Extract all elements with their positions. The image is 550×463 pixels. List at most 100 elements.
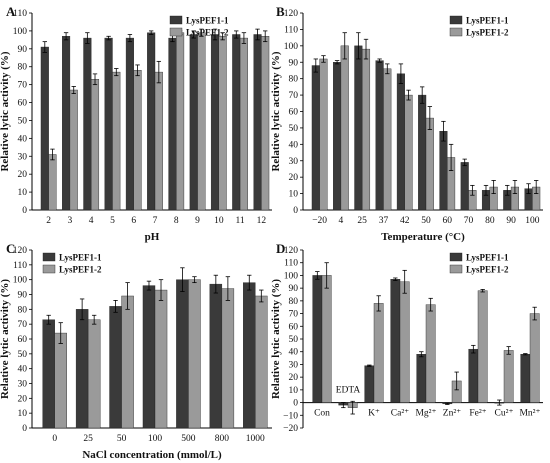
bar-A-LysPEF1-1 xyxy=(189,34,198,211)
y-tick-label: 20 xyxy=(18,170,28,180)
y-tick-label: 50 xyxy=(289,124,299,134)
x-tick-label: Mg²⁺ xyxy=(415,409,436,419)
y-tick-label: 40 xyxy=(18,365,28,375)
legend-swatch xyxy=(169,27,183,37)
x-tick-label: 800 xyxy=(215,434,230,444)
panel-letter: C xyxy=(6,241,15,256)
bar-A-LysPEF1-1 xyxy=(125,37,134,211)
x-tick-label: 4 xyxy=(89,216,94,226)
bar-D-LysPEF1-1 xyxy=(312,275,323,403)
y-tick-label: 30 xyxy=(18,380,28,390)
x-tick-label: Con xyxy=(314,409,330,419)
bar-D-LysPEF1-1 xyxy=(390,279,401,403)
y-tick-label: 60 xyxy=(289,108,299,118)
y-tick-label: 120 xyxy=(284,9,299,19)
bar-B-LysPEF1-2 xyxy=(340,45,349,211)
y-tick-label: 10 xyxy=(289,190,299,200)
y-axis-label: Relative lytic activity (%) xyxy=(270,279,282,399)
x-tick-label: 25 xyxy=(83,434,93,444)
y-tick-label: 30 xyxy=(289,360,299,370)
bar-A-LysPEF1-2 xyxy=(69,89,78,211)
bar-C-LysPEF1-2 xyxy=(121,295,134,429)
bar-A-LysPEF1-1 xyxy=(232,34,241,211)
x-tick-label: Fe²⁺ xyxy=(469,409,486,419)
bar-A-LysPEF1-1 xyxy=(40,46,49,211)
y-tick-label: 10 xyxy=(18,409,28,419)
bar-B-LysPEF1-1 xyxy=(439,130,448,211)
y-tick-label: 0 xyxy=(293,399,298,409)
y-tick-label: 40 xyxy=(18,134,28,144)
bar-D-LysPEF1-1 xyxy=(364,365,375,403)
x-tick-label: 9 xyxy=(195,216,200,226)
x-tick-label: 5 xyxy=(110,216,115,226)
y-tick-label: 70 xyxy=(289,310,299,320)
bar-C-LysPEF1-2 xyxy=(154,289,168,429)
bar-B-LysPEF1-1 xyxy=(460,162,469,211)
y-tick-label: 90 xyxy=(289,284,299,294)
y-tick-label: 60 xyxy=(289,322,299,332)
bar-A-LysPEF1-1 xyxy=(104,37,113,211)
x-tick-label: −20 xyxy=(312,216,327,226)
x-tick-label: 11 xyxy=(236,216,245,226)
bar-C-LysPEF1-1 xyxy=(142,285,156,429)
bar-C-LysPEF1-1 xyxy=(209,283,223,429)
bar-D-LysPEF1-2 xyxy=(529,313,540,403)
y-tick-label: 30 xyxy=(18,152,28,162)
legend-label: LysPEF1-2 xyxy=(186,28,229,38)
x-tick-label: 42 xyxy=(400,216,410,226)
y-tick-label: 110 xyxy=(13,9,27,19)
bar-A-LysPEF1-2 xyxy=(90,79,100,211)
y-tick-label: 100 xyxy=(13,27,28,37)
y-tick-label: 10 xyxy=(18,188,28,198)
bar-D-LysPEF1-2 xyxy=(503,350,514,403)
x-tick-label: Ca²⁺ xyxy=(391,409,409,419)
bar-B-LysPEF1-1 xyxy=(375,60,384,211)
y-tick-label: 100 xyxy=(284,42,299,52)
y-tick-label: 40 xyxy=(289,348,299,358)
bar-B-LysPEF1-2 xyxy=(319,58,328,211)
bar-C-LysPEF1-1 xyxy=(42,319,55,429)
bar-C-LysPEF1-2 xyxy=(54,332,67,429)
y-tick-label: 70 xyxy=(289,91,299,101)
y-tick-label: 90 xyxy=(18,291,28,301)
bar-A-LysPEF1-1 xyxy=(168,37,177,211)
x-tick-label: 70 xyxy=(464,216,474,226)
panel-letter: D xyxy=(276,241,285,256)
x-tick-label: 80 xyxy=(485,216,495,226)
panel-C: C 0 10 20 30 40 50 60 70 80 90 100 110 120 Relative ly… xyxy=(0,241,272,461)
bar-C-LysPEF1-1 xyxy=(176,279,189,429)
y-tick-label: 110 xyxy=(13,261,27,271)
y-tick-label: 50 xyxy=(18,350,28,360)
bar-B-LysPEF1-1 xyxy=(311,65,320,211)
y-tick-label: 90 xyxy=(289,58,299,68)
panel-A: A 0 10 20 30 40 50 60 70 80 90 100 110 Relative lytic… xyxy=(0,4,272,243)
x-tick-label: 0 xyxy=(52,434,57,444)
x-tick-label: 6 xyxy=(131,216,136,226)
bar-D-LysPEF1-2 xyxy=(477,290,488,403)
bar-A-LysPEF1-2 xyxy=(197,32,206,211)
y-tick-label: 100 xyxy=(284,271,299,281)
bar-B-LysPEF1-1 xyxy=(396,73,405,211)
legend-swatch xyxy=(42,252,56,262)
y-tick-label: 20 xyxy=(18,394,28,404)
y-tick-label: 50 xyxy=(18,116,28,126)
bar-B-LysPEF1-1 xyxy=(333,62,342,211)
bar-A-LysPEF1-2 xyxy=(176,32,185,211)
bar-C-LysPEF1-1 xyxy=(243,282,256,429)
y-tick-label: 100 xyxy=(13,276,28,286)
y-tick-label: −10 xyxy=(283,411,298,421)
bar-A-LysPEF1-1 xyxy=(147,32,156,211)
y-tick-label: 40 xyxy=(289,140,299,150)
y-tick-label: 120 xyxy=(13,246,28,256)
y-tick-label: 20 xyxy=(289,373,299,383)
bar-A-LysPEF1-1 xyxy=(62,36,71,211)
x-tick-label: Zn²⁺ xyxy=(443,409,461,419)
x-tick-label: EDTA xyxy=(336,386,361,396)
bar-B-LysPEF1-1 xyxy=(354,45,363,211)
legend-swatch xyxy=(449,264,463,274)
legend-swatch xyxy=(449,27,463,37)
y-tick-label: −20 xyxy=(283,424,298,434)
x-tick-label: 50 xyxy=(117,434,127,444)
y-tick-label: 110 xyxy=(284,259,298,269)
